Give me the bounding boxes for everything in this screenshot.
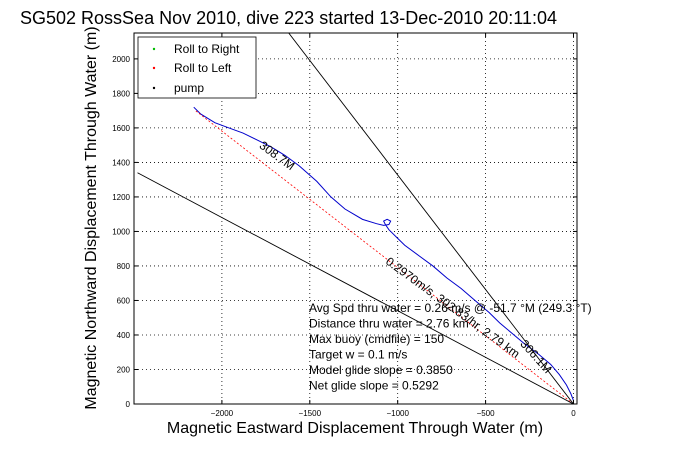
annotation-line-2: Distance thru water = 2.76 km	[309, 317, 469, 331]
annotation-line-5: Model glide slope = 0.3850	[309, 363, 453, 377]
annotation-line-4: Target w = 0.1 m/s	[309, 348, 407, 362]
reference-line-1	[288, 33, 574, 404]
annotation-line-6: Net glide slope = 0.5292	[309, 379, 439, 393]
x-tick-label: 0	[571, 409, 576, 418]
reference-line-2	[137, 172, 574, 404]
y-tick-label: 2000	[112, 55, 130, 64]
chart-title: SG502 RossSea Nov 2010, dive 223 started…	[20, 8, 557, 28]
y-tick-label: 1200	[112, 193, 130, 202]
legend-marker-roll-left	[152, 66, 156, 70]
reference-lines-layer	[137, 33, 574, 404]
legend-label-roll-right: Roll to Right	[174, 42, 240, 56]
data-layer	[193, 106, 574, 404]
x-tick-label: −500	[477, 409, 496, 418]
y-axis-label: Magnetic Northward Displacement Through …	[83, 26, 100, 409]
legend-label-roll-left: Roll to Left	[174, 61, 232, 75]
legend-box	[137, 36, 257, 99]
y-tick-label: 1800	[112, 89, 130, 98]
y-tick-label: 1000	[112, 227, 130, 236]
y-tick-label: 0	[126, 400, 131, 409]
y-tick-label: 1600	[112, 124, 130, 133]
y-tick-label: 800	[117, 262, 131, 271]
legend-marker-pump	[152, 86, 156, 90]
y-tick-label: 1400	[112, 158, 130, 167]
annotation-layer: Avg Spd thru water = 0.26 m/s @ -51.7 °M…	[309, 301, 592, 393]
tick-layer: −2000 −1500 −1000 −500 0 0 200 400 600 800 1000 120…	[112, 33, 577, 418]
y-tick-label: 200	[117, 365, 131, 374]
y-tick-label: 400	[117, 331, 131, 340]
x-tick-label: −2000	[211, 409, 234, 418]
plot-frame	[133, 32, 578, 405]
series-line-1	[193, 106, 574, 401]
legend: Roll to Right Roll to Left pump	[137, 36, 257, 99]
x-axis-label: Magnetic Eastward Displacement Through W…	[167, 420, 543, 437]
x-tick-label: −1000	[386, 409, 409, 418]
annotation-line-3: Max buoy (cmdfile) = 150	[309, 332, 444, 346]
legend-marker-roll-right	[152, 47, 156, 51]
x-tick-label: −1500	[299, 409, 322, 418]
legend-label-pump: pump	[174, 81, 204, 95]
annotation-line-1: Avg Spd thru water = 0.26 m/s @ -51.7 °M…	[309, 301, 592, 315]
y-tick-label: 600	[117, 296, 131, 305]
